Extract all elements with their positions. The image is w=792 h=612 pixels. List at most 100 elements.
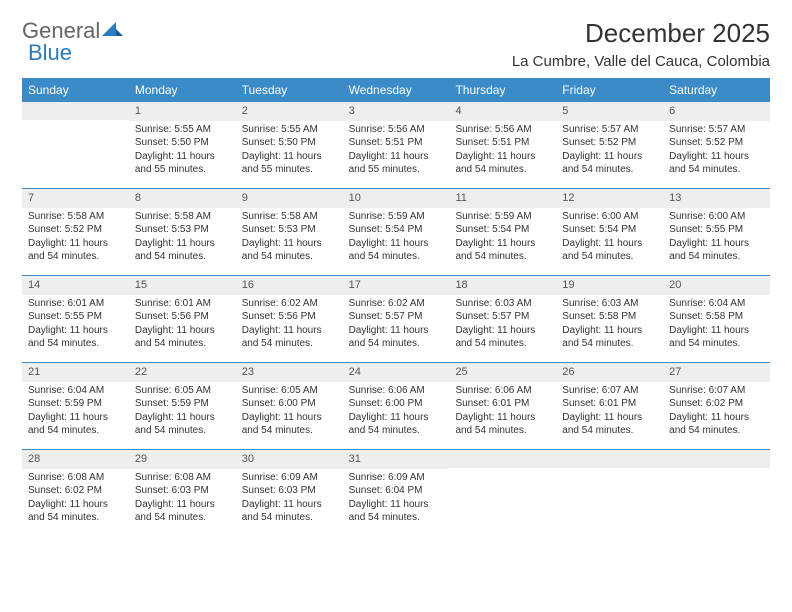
sunrise-text: Sunrise: 5:59 AM xyxy=(455,210,550,224)
sunset-text: Sunset: 5:55 PM xyxy=(669,223,764,237)
day-content: Sunrise: 6:07 AMSunset: 6:02 PMDaylight:… xyxy=(663,382,770,442)
day-number: 13 xyxy=(663,189,770,208)
sunrise-text: Sunrise: 6:00 AM xyxy=(669,210,764,224)
sunset-text: Sunset: 5:52 PM xyxy=(669,136,764,150)
day-number: 7 xyxy=(22,189,129,208)
daylight-text: Daylight: 11 hours and 54 minutes. xyxy=(349,237,444,264)
day-cell: 2Sunrise: 5:55 AMSunset: 5:50 PMDaylight… xyxy=(236,102,343,188)
daylight-text: Daylight: 11 hours and 54 minutes. xyxy=(562,150,657,177)
day-number: 30 xyxy=(236,450,343,469)
header: General December 2025 La Cumbre, Valle d… xyxy=(22,18,770,70)
sunrise-text: Sunrise: 6:05 AM xyxy=(242,384,337,398)
empty-day xyxy=(663,450,770,468)
daylight-text: Daylight: 11 hours and 55 minutes. xyxy=(135,150,230,177)
location-text: La Cumbre, Valle del Cauca, Colombia xyxy=(512,53,770,70)
day-cell: 23Sunrise: 6:05 AMSunset: 6:00 PMDayligh… xyxy=(236,363,343,449)
day-content: Sunrise: 6:03 AMSunset: 5:58 PMDaylight:… xyxy=(556,295,663,355)
day-cell xyxy=(663,450,770,536)
day-content: Sunrise: 5:58 AMSunset: 5:53 PMDaylight:… xyxy=(129,208,236,268)
sunrise-text: Sunrise: 6:07 AM xyxy=(669,384,764,398)
day-cell: 3Sunrise: 5:56 AMSunset: 5:51 PMDaylight… xyxy=(343,102,450,188)
day-content: Sunrise: 6:02 AMSunset: 5:57 PMDaylight:… xyxy=(343,295,450,355)
day-header: Tuesday xyxy=(236,78,343,102)
day-number: 14 xyxy=(22,276,129,295)
month-title: December 2025 xyxy=(512,18,770,49)
day-cell: 19Sunrise: 6:03 AMSunset: 5:58 PMDayligh… xyxy=(556,276,663,362)
day-number: 19 xyxy=(556,276,663,295)
day-cell: 17Sunrise: 6:02 AMSunset: 5:57 PMDayligh… xyxy=(343,276,450,362)
sunset-text: Sunset: 5:53 PM xyxy=(135,223,230,237)
day-number: 16 xyxy=(236,276,343,295)
day-number: 23 xyxy=(236,363,343,382)
day-number: 12 xyxy=(556,189,663,208)
daylight-text: Daylight: 11 hours and 55 minutes. xyxy=(242,150,337,177)
daylight-text: Daylight: 11 hours and 54 minutes. xyxy=(669,324,764,351)
daylight-text: Daylight: 11 hours and 54 minutes. xyxy=(349,498,444,525)
sunrise-text: Sunrise: 5:58 AM xyxy=(135,210,230,224)
day-content: Sunrise: 6:00 AMSunset: 5:54 PMDaylight:… xyxy=(556,208,663,268)
week-row: 28Sunrise: 6:08 AMSunset: 6:02 PMDayligh… xyxy=(22,450,770,536)
day-number: 5 xyxy=(556,102,663,121)
day-cell: 30Sunrise: 6:09 AMSunset: 6:03 PMDayligh… xyxy=(236,450,343,536)
day-number: 8 xyxy=(129,189,236,208)
day-cell: 21Sunrise: 6:04 AMSunset: 5:59 PMDayligh… xyxy=(22,363,129,449)
sunrise-text: Sunrise: 6:02 AM xyxy=(349,297,444,311)
sunrise-text: Sunrise: 5:55 AM xyxy=(242,123,337,137)
day-content: Sunrise: 5:55 AMSunset: 5:50 PMDaylight:… xyxy=(129,121,236,181)
sunrise-text: Sunrise: 6:01 AM xyxy=(28,297,123,311)
daylight-text: Daylight: 11 hours and 54 minutes. xyxy=(135,411,230,438)
day-content: Sunrise: 5:58 AMSunset: 5:53 PMDaylight:… xyxy=(236,208,343,268)
day-content: Sunrise: 6:05 AMSunset: 6:00 PMDaylight:… xyxy=(236,382,343,442)
daylight-text: Daylight: 11 hours and 54 minutes. xyxy=(562,411,657,438)
sunset-text: Sunset: 6:02 PM xyxy=(28,484,123,498)
daylight-text: Daylight: 11 hours and 54 minutes. xyxy=(242,324,337,351)
sunrise-text: Sunrise: 5:56 AM xyxy=(349,123,444,137)
sunset-text: Sunset: 5:59 PM xyxy=(135,397,230,411)
sunset-text: Sunset: 5:56 PM xyxy=(135,310,230,324)
weeks-container: 1Sunrise: 5:55 AMSunset: 5:50 PMDaylight… xyxy=(22,102,770,536)
day-cell: 10Sunrise: 5:59 AMSunset: 5:54 PMDayligh… xyxy=(343,189,450,275)
sunset-text: Sunset: 5:54 PM xyxy=(349,223,444,237)
sunset-text: Sunset: 6:03 PM xyxy=(135,484,230,498)
daylight-text: Daylight: 11 hours and 54 minutes. xyxy=(669,150,764,177)
day-cell: 5Sunrise: 5:57 AMSunset: 5:52 PMDaylight… xyxy=(556,102,663,188)
sunrise-text: Sunrise: 5:58 AM xyxy=(242,210,337,224)
day-cell: 29Sunrise: 6:08 AMSunset: 6:03 PMDayligh… xyxy=(129,450,236,536)
day-number: 18 xyxy=(449,276,556,295)
day-number: 3 xyxy=(343,102,450,121)
daylight-text: Daylight: 11 hours and 54 minutes. xyxy=(455,324,550,351)
day-number: 17 xyxy=(343,276,450,295)
day-number: 15 xyxy=(129,276,236,295)
day-cell: 11Sunrise: 5:59 AMSunset: 5:54 PMDayligh… xyxy=(449,189,556,275)
sunrise-text: Sunrise: 6:08 AM xyxy=(135,471,230,485)
sunrise-text: Sunrise: 6:01 AM xyxy=(135,297,230,311)
sunset-text: Sunset: 6:03 PM xyxy=(242,484,337,498)
day-content: Sunrise: 6:08 AMSunset: 6:02 PMDaylight:… xyxy=(22,469,129,529)
day-content: Sunrise: 6:01 AMSunset: 5:55 PMDaylight:… xyxy=(22,295,129,355)
sunset-text: Sunset: 5:53 PM xyxy=(242,223,337,237)
day-number: 4 xyxy=(449,102,556,121)
day-number: 10 xyxy=(343,189,450,208)
sunrise-text: Sunrise: 6:08 AM xyxy=(28,471,123,485)
sunrise-text: Sunrise: 5:56 AM xyxy=(455,123,550,137)
daylight-text: Daylight: 11 hours and 54 minutes. xyxy=(669,411,764,438)
daylight-text: Daylight: 11 hours and 54 minutes. xyxy=(455,237,550,264)
sunset-text: Sunset: 5:57 PM xyxy=(349,310,444,324)
sunset-text: Sunset: 6:00 PM xyxy=(349,397,444,411)
sunset-text: Sunset: 5:54 PM xyxy=(562,223,657,237)
week-row: 21Sunrise: 6:04 AMSunset: 5:59 PMDayligh… xyxy=(22,363,770,450)
sunrise-text: Sunrise: 6:03 AM xyxy=(562,297,657,311)
day-number: 2 xyxy=(236,102,343,121)
day-cell: 12Sunrise: 6:00 AMSunset: 5:54 PMDayligh… xyxy=(556,189,663,275)
day-header: Friday xyxy=(556,78,663,102)
daylight-text: Daylight: 11 hours and 54 minutes. xyxy=(349,411,444,438)
day-number: 25 xyxy=(449,363,556,382)
day-content: Sunrise: 5:55 AMSunset: 5:50 PMDaylight:… xyxy=(236,121,343,181)
sunset-text: Sunset: 6:01 PM xyxy=(455,397,550,411)
day-number: 27 xyxy=(663,363,770,382)
sunset-text: Sunset: 5:52 PM xyxy=(562,136,657,150)
sunset-text: Sunset: 6:01 PM xyxy=(562,397,657,411)
sunrise-text: Sunrise: 5:58 AM xyxy=(28,210,123,224)
daylight-text: Daylight: 11 hours and 54 minutes. xyxy=(28,411,123,438)
day-header: Monday xyxy=(129,78,236,102)
